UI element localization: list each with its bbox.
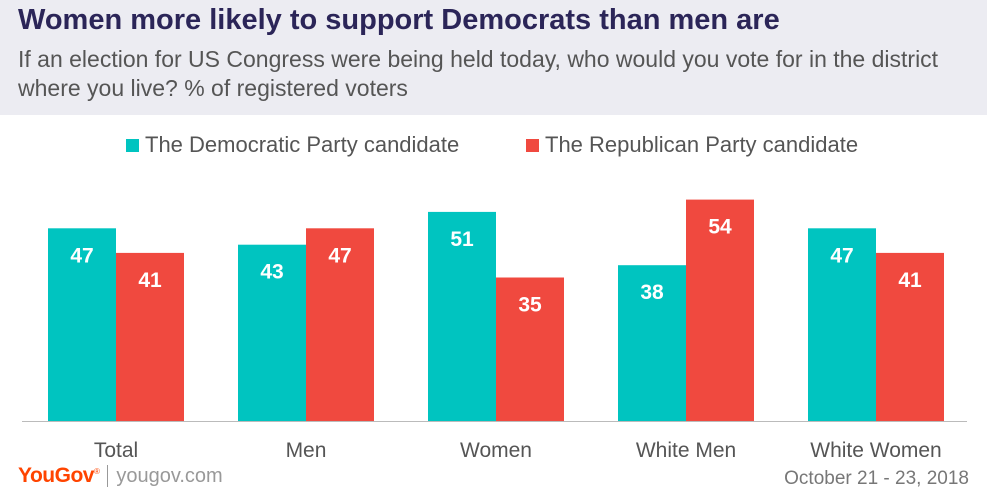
data-label-dem-white-men: 38 <box>640 281 664 304</box>
chart-subtitle: If an election for US Congress were bein… <box>18 46 939 101</box>
bar-rep-white-men <box>686 199 754 421</box>
footer-site: yougov.com <box>116 464 223 487</box>
bar-rep-women <box>496 277 564 421</box>
bar-dem-white-women <box>808 228 876 421</box>
footer-brand: YouGov® yougov.com <box>18 464 223 488</box>
chart-title: Women more likely to support Democrats t… <box>18 4 780 36</box>
legend-item-democratic: The Democratic Party candidate <box>126 132 460 157</box>
bar-dem-white-men <box>618 265 686 421</box>
legend-label-democratic: The Democratic Party candidate <box>145 132 460 157</box>
data-label-rep-white-women: 41 <box>898 269 922 292</box>
header-banner: Women more likely to support Democrats t… <box>0 0 987 115</box>
data-label-rep-white-men: 54 <box>708 216 732 239</box>
bar-dem-men <box>238 244 306 421</box>
category-label-white-men: White Men <box>636 439 736 462</box>
data-label-dem-men: 43 <box>260 261 283 284</box>
legend-label-republican: The Republican Party candidate <box>545 132 859 157</box>
bar-dem-women <box>428 211 496 421</box>
footer-date: October 21 - 23, 2018 <box>784 468 969 489</box>
category-label-total: Total <box>94 439 138 462</box>
data-label-rep-total: 41 <box>138 269 162 292</box>
data-label-dem-white-women: 47 <box>830 244 853 267</box>
bar-rep-men <box>306 228 374 421</box>
footer-divider <box>107 465 109 487</box>
legend-swatch-republican <box>526 138 539 152</box>
bar-dem-total <box>48 228 116 421</box>
bar-rep-total <box>116 252 184 421</box>
data-label-dem-women: 51 <box>450 228 474 251</box>
data-label-dem-total: 47 <box>70 244 93 267</box>
category-label-white-women: White Women <box>810 439 942 462</box>
legend-item-republican: The Republican Party candidate <box>526 132 859 157</box>
category-label-men: Men <box>286 439 327 462</box>
category-label-women: Women <box>460 439 532 462</box>
data-label-rep-men: 47 <box>328 244 351 267</box>
yougov-logo: YouGov® <box>18 464 100 487</box>
bar-rep-white-women <box>876 252 944 421</box>
legend-swatch-democratic <box>126 138 139 152</box>
data-label-rep-women: 35 <box>518 294 542 317</box>
